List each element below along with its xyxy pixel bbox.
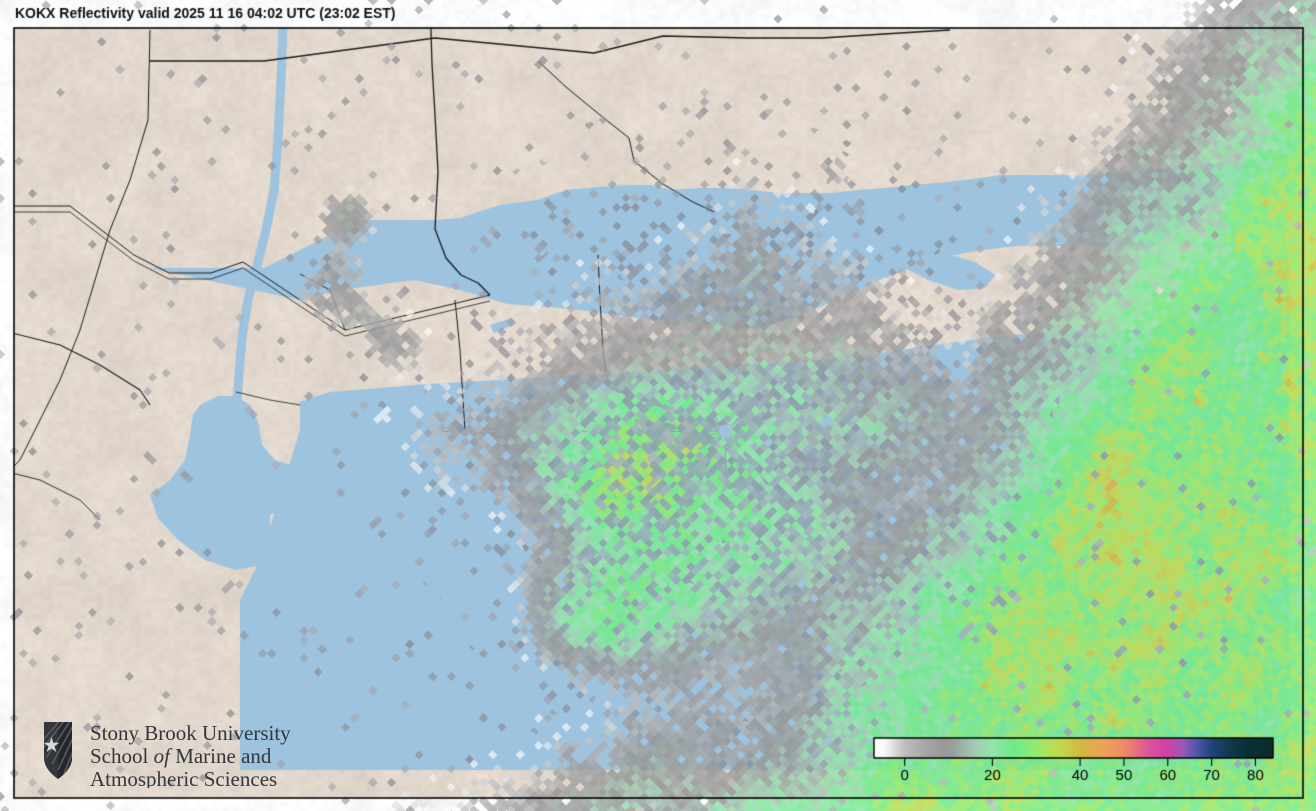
svg-text:School of Marine and: School of Marine and — [90, 744, 272, 768]
svg-text:Stony Brook University: Stony Brook University — [90, 721, 291, 745]
svg-text:Atmospheric Sciences: Atmospheric Sciences — [90, 767, 277, 788]
